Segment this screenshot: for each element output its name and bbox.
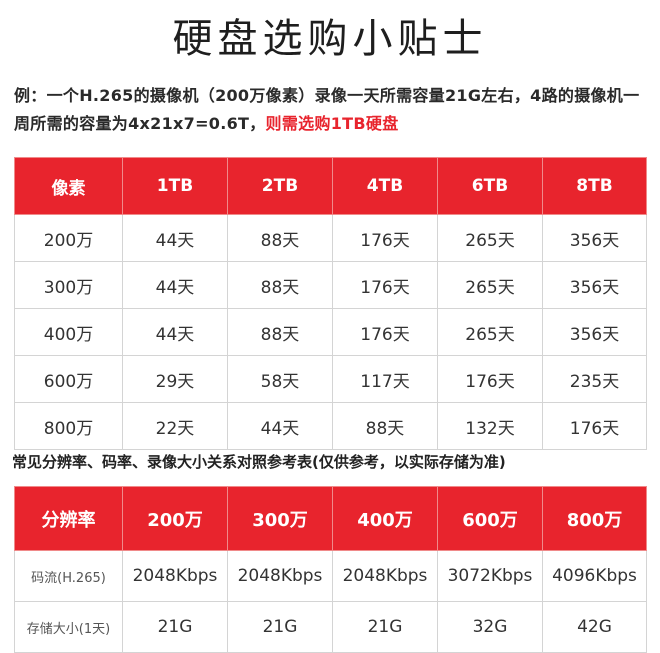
table-cell: 265天 <box>437 214 543 262</box>
row-header-cell: 码流(H.265) <box>14 550 123 602</box>
table-cell: 132天 <box>437 402 543 450</box>
page-title: 硬盘选购小贴士 <box>172 16 488 62</box>
column-header: 600万 <box>437 486 543 551</box>
table-cell: 117天 <box>332 355 438 403</box>
column-header: 400万 <box>332 486 438 551</box>
row-header-cell: 600万 <box>14 355 123 403</box>
table-row: 存储大小(1天) 21G 21G 21G 32G 42G <box>14 601 647 653</box>
column-header: 8TB <box>542 157 647 215</box>
table-cell: 32G <box>437 601 543 653</box>
column-header: 分辨率 <box>14 486 123 551</box>
table-row: 400万 44天 88天 176天 265天 356天 <box>14 308 647 356</box>
table-cell: 44天 <box>122 214 228 262</box>
table-cell: 176天 <box>437 355 543 403</box>
table-cell: 235天 <box>542 355 647 403</box>
column-header: 200万 <box>122 486 228 551</box>
row-header-cell: 400万 <box>14 308 123 356</box>
table-cell: 356天 <box>542 261 647 309</box>
intro-highlight: 则需选购1TB硬盘 <box>265 114 399 133</box>
reference-table-caption: 常见分辨率、码率、录像大小关系对照参考表(仅供参考，以实际存储为准) <box>12 453 506 471</box>
table-cell: 2048Kbps <box>227 550 333 602</box>
column-header: 6TB <box>437 157 543 215</box>
table-cell: 2048Kbps <box>332 550 438 602</box>
table-cell: 356天 <box>542 308 647 356</box>
row-header-cell: 200万 <box>14 214 123 262</box>
table-cell: 88天 <box>227 261 333 309</box>
table-row: 码流(H.265) 2048Kbps 2048Kbps 2048Kbps 3072Kbp… <box>14 550 647 602</box>
column-header: 像素 <box>14 157 123 215</box>
table-row: 600万 29天 58天 117天 176天 235天 <box>14 355 647 403</box>
column-header: 300万 <box>227 486 333 551</box>
table-cell: 44天 <box>227 402 333 450</box>
table-row: 800万 22天 44天 88天 132天 176天 <box>14 402 647 450</box>
table-cell: 88天 <box>332 402 438 450</box>
table-cell: 176天 <box>542 402 647 450</box>
bitrate-reference-table: 分辨率 200万 300万 400万 600万 800万 码流(H.265) 2048Kbp… <box>14 486 647 653</box>
column-header: 800万 <box>542 486 647 551</box>
table-header-row: 像素 1TB 2TB 4TB 6TB 8TB <box>14 157 647 215</box>
column-header: 2TB <box>227 157 333 215</box>
table-cell: 4096Kbps <box>542 550 647 602</box>
table-cell: 265天 <box>437 261 543 309</box>
intro-text: 例：一个H.265的摄像机（200万像素）录像一天所需容量21G左右，4路的摄像… <box>14 86 640 133</box>
table-row: 300万 44天 88天 176天 265天 356天 <box>14 261 647 309</box>
table-cell: 29天 <box>122 355 228 403</box>
table-cell: 21G <box>227 601 333 653</box>
table-cell: 176天 <box>332 308 438 356</box>
column-header: 1TB <box>122 157 228 215</box>
table-cell: 88天 <box>227 214 333 262</box>
table-cell: 356天 <box>542 214 647 262</box>
table-row: 200万 44天 88天 176天 265天 356天 <box>14 214 647 262</box>
row-header-cell: 800万 <box>14 402 123 450</box>
table-cell: 176天 <box>332 214 438 262</box>
column-header: 4TB <box>332 157 438 215</box>
table-cell: 2048Kbps <box>122 550 228 602</box>
table-cell: 265天 <box>437 308 543 356</box>
table-cell: 176天 <box>332 261 438 309</box>
intro-paragraph: 例：一个H.265的摄像机（200万像素）录像一天所需容量21G左右，4路的摄像… <box>14 82 650 138</box>
capacity-days-table: 像素 1TB 2TB 4TB 6TB 8TB 200万 44天 88天 176天 265天 356天… <box>14 157 647 450</box>
row-header-cell: 存储大小(1天) <box>14 601 123 653</box>
table-header-row: 分辨率 200万 300万 400万 600万 800万 <box>14 486 647 551</box>
table-cell: 3072Kbps <box>437 550 543 602</box>
table-cell: 42G <box>542 601 647 653</box>
table-cell: 44天 <box>122 308 228 356</box>
table-cell: 88天 <box>227 308 333 356</box>
table-cell: 58天 <box>227 355 333 403</box>
table-cell: 44天 <box>122 261 228 309</box>
table-cell: 22天 <box>122 402 228 450</box>
row-header-cell: 300万 <box>14 261 123 309</box>
